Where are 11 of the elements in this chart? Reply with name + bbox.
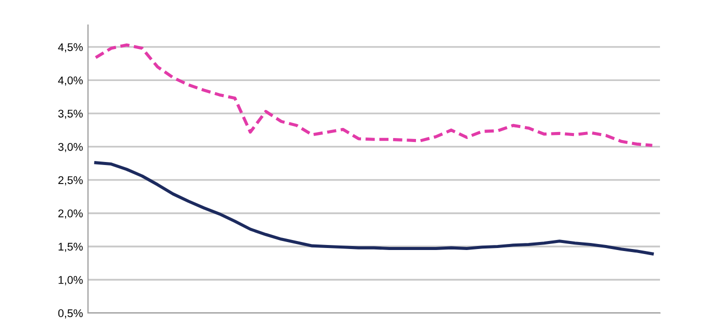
y-tick-label: 4,0% <box>58 76 83 86</box>
y-tick-label: 1,0% <box>58 276 83 286</box>
y-tick-label: 1,5% <box>58 242 83 252</box>
y-tick-label: 3,5% <box>58 110 83 119</box>
y-tick-label: 2,0% <box>58 210 83 219</box>
line-series <box>94 43 654 147</box>
line-series <box>94 161 654 256</box>
y-tick-label: 4,5% <box>58 43 83 52</box>
y-tick-label: 2,5% <box>58 176 83 186</box>
y-tick-label: 3,0% <box>58 142 83 152</box>
y-tick-label: 0,5% <box>58 309 83 318</box>
